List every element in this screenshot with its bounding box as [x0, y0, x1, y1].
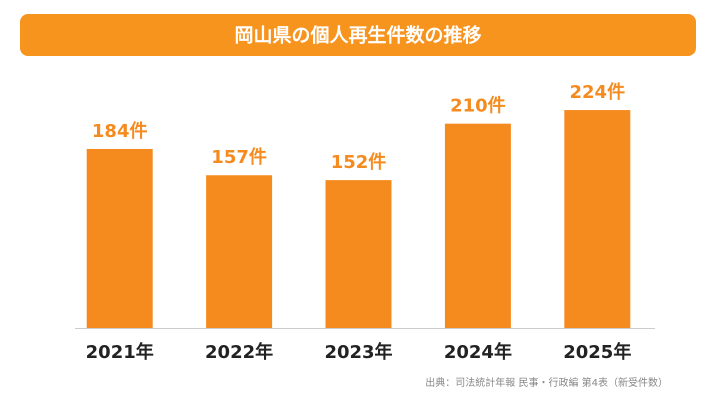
value-label: 210件	[450, 95, 506, 117]
bar	[206, 175, 273, 328]
source-note: 出典：司法統計年報 民事・行政編 第4表（新受件数）	[425, 376, 668, 389]
bar	[325, 180, 392, 328]
x-tick-label: 2023年	[324, 341, 392, 363]
bar	[86, 148, 153, 328]
chart-title: 岡山県の個人再生件数の推移	[234, 24, 481, 47]
value-label: 157件	[211, 146, 267, 168]
x-tick-label: 2022年	[205, 341, 273, 363]
title-banner	[20, 14, 696, 56]
value-label: 184件	[92, 120, 148, 142]
x-tick-label: 2025年	[563, 341, 631, 363]
x-tick-label: 2021年	[86, 341, 154, 363]
value-label: 152件	[331, 151, 387, 173]
x-tick-label: 2024年	[444, 341, 512, 363]
bar	[564, 110, 631, 328]
value-label: 224件	[570, 81, 626, 103]
bar	[444, 123, 511, 328]
